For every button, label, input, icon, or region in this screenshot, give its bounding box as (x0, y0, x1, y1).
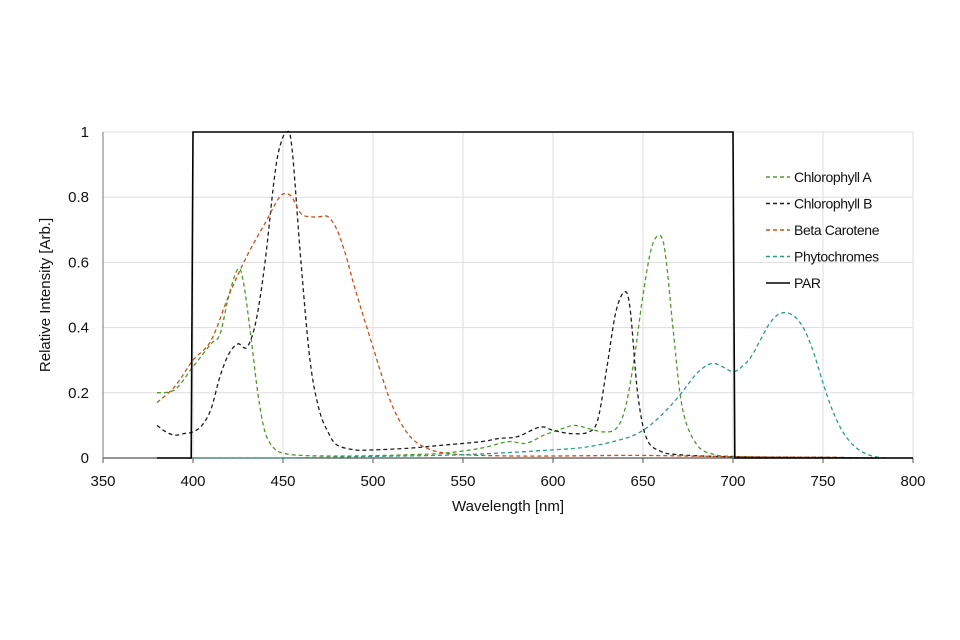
y-tick-label: 0 (81, 450, 89, 467)
x-axis-title: Wavelength [nm] (452, 498, 564, 515)
series-line-par (157, 131, 913, 459)
legend: Chlorophyll A Chlorophyll B Beta Carotene P… (766, 169, 880, 291)
series-line-phytochromes (192, 312, 887, 459)
grid-lines (102, 131, 914, 459)
x-tick-label: 400 (180, 473, 205, 490)
x-tick-label: 600 (540, 473, 565, 490)
x-tick-label: 500 (360, 473, 385, 490)
x-tick-label: 350 (90, 473, 115, 490)
x-tick-label: 450 (270, 473, 295, 490)
legend-label: Phytochromes (794, 249, 879, 265)
series-line-chlorophyll-a (156, 234, 877, 459)
legend-label: PAR (794, 275, 821, 291)
y-axis-title: Relative Intensity [Arb.] (37, 218, 54, 372)
x-tick-label: 750 (810, 473, 835, 490)
legend-label: Chlorophyll B (794, 196, 872, 212)
x-tick-label: 800 (900, 473, 925, 490)
series-lines (156, 130, 913, 459)
x-tick-label: 700 (720, 473, 745, 490)
legend-label: Chlorophyll A (794, 169, 872, 185)
y-tick-label: 0.2 (68, 385, 89, 402)
y-tick-label: 1 (81, 124, 89, 141)
y-tick-label: 0.6 (68, 254, 89, 271)
y-tick-label: 0.8 (68, 189, 89, 206)
series-line-beta-carotene (156, 193, 878, 459)
tick-labels: 350 400 450 500 550 600 650 700 750 800 0 0.2 0.4 0.6… (68, 124, 925, 490)
series-line-chlorophyll-b (156, 130, 878, 459)
axes (102, 132, 914, 463)
y-tick-label: 0.4 (68, 320, 89, 337)
legend-label: Beta Carotene (794, 222, 880, 238)
x-tick-label: 550 (450, 473, 475, 490)
x-tick-label: 650 (630, 473, 655, 490)
